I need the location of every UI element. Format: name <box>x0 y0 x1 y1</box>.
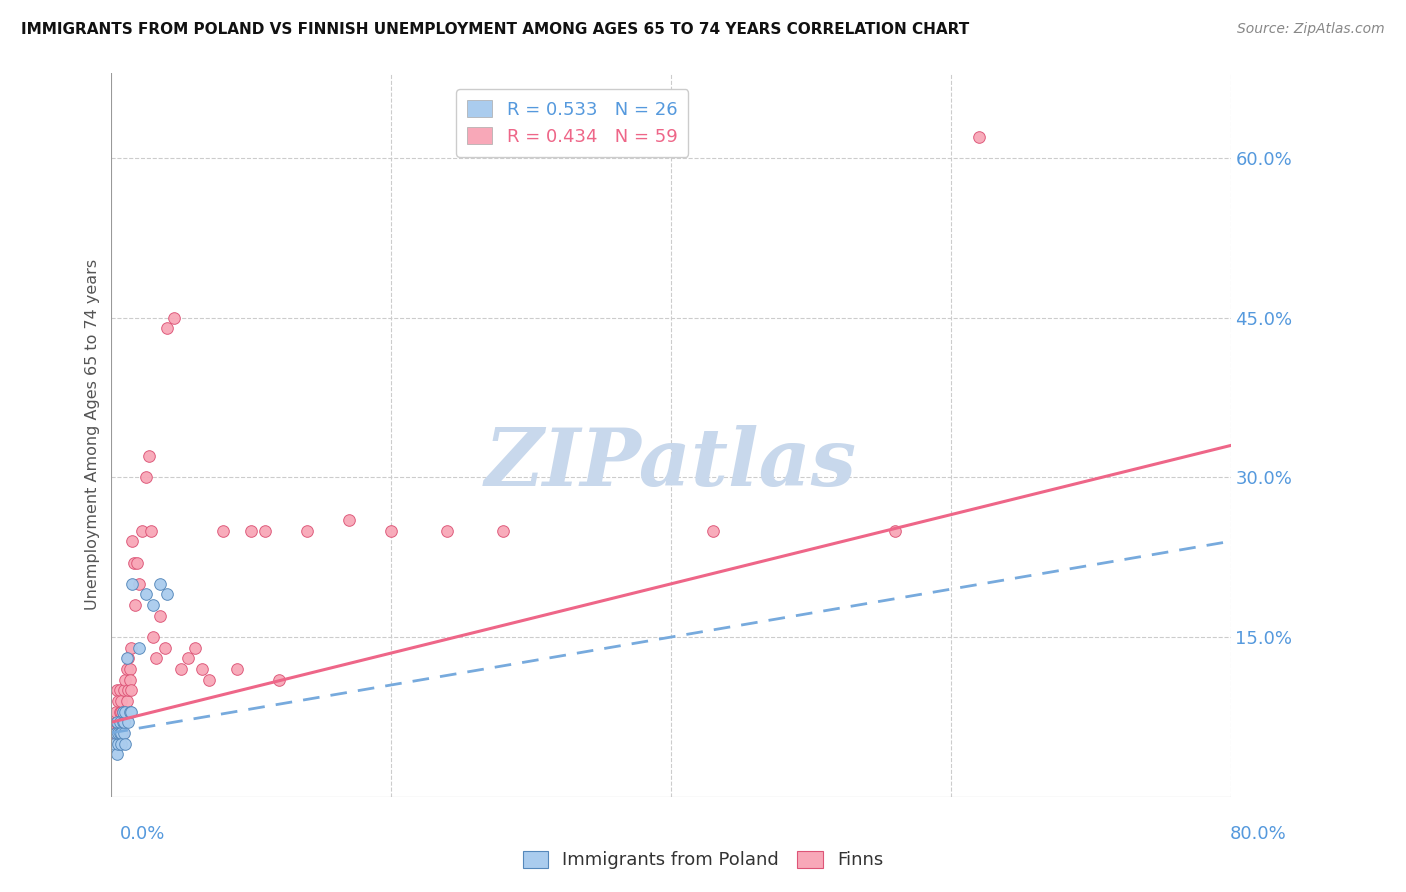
Point <box>118 662 141 676</box>
Point <box>198 673 221 687</box>
Point <box>117 651 139 665</box>
Point <box>105 726 128 740</box>
Point <box>110 694 132 708</box>
Point <box>142 598 165 612</box>
Point <box>135 470 157 484</box>
Point <box>131 524 153 538</box>
Point <box>104 705 127 719</box>
Point <box>105 747 128 761</box>
Point <box>163 310 186 325</box>
Point <box>120 705 142 719</box>
Text: ZIPatlas: ZIPatlas <box>485 425 858 502</box>
Point <box>124 598 146 612</box>
Point <box>139 524 162 538</box>
Point <box>111 715 134 730</box>
Point <box>111 705 134 719</box>
Point <box>105 715 128 730</box>
Point <box>112 726 135 740</box>
Point <box>702 524 724 538</box>
Point <box>110 705 132 719</box>
Point <box>107 737 129 751</box>
Text: 0.0%: 0.0% <box>120 825 165 843</box>
Point <box>967 129 990 144</box>
Point <box>111 726 134 740</box>
Point <box>212 524 235 538</box>
Point <box>104 715 127 730</box>
Point <box>120 683 142 698</box>
Point <box>254 524 277 538</box>
Point <box>117 683 139 698</box>
Point <box>110 726 132 740</box>
Legend: Immigrants from Poland, Finns: Immigrants from Poland, Finns <box>513 842 893 879</box>
Point <box>145 651 167 665</box>
Point <box>128 577 150 591</box>
Point <box>883 524 905 538</box>
Point <box>105 683 128 698</box>
Point <box>114 705 136 719</box>
Point <box>380 524 402 538</box>
Point <box>114 705 136 719</box>
Y-axis label: Unemployment Among Ages 65 to 74 years: Unemployment Among Ages 65 to 74 years <box>86 260 100 610</box>
Point <box>153 640 176 655</box>
Point <box>108 705 131 719</box>
Point <box>240 524 263 538</box>
Point <box>108 715 131 730</box>
Text: Source: ZipAtlas.com: Source: ZipAtlas.com <box>1237 22 1385 37</box>
Point <box>110 715 132 730</box>
Point <box>156 587 179 601</box>
Point <box>115 651 138 665</box>
Point <box>138 449 160 463</box>
Point <box>135 587 157 601</box>
Legend: R = 0.533   N = 26, R = 0.434   N = 59: R = 0.533 N = 26, R = 0.434 N = 59 <box>456 89 689 157</box>
Point <box>108 683 131 698</box>
Point <box>170 662 193 676</box>
Point <box>184 640 207 655</box>
Point <box>122 556 145 570</box>
Point <box>115 694 138 708</box>
Point <box>128 640 150 655</box>
Point <box>297 524 319 538</box>
Point <box>492 524 515 538</box>
Text: 80.0%: 80.0% <box>1230 825 1286 843</box>
Point <box>108 726 131 740</box>
Point <box>149 577 172 591</box>
Point <box>156 321 179 335</box>
Point <box>104 726 127 740</box>
Point <box>337 513 360 527</box>
Point <box>177 651 200 665</box>
Point <box>125 556 148 570</box>
Point <box>112 683 135 698</box>
Point <box>436 524 458 538</box>
Point <box>112 715 135 730</box>
Point <box>118 705 141 719</box>
Text: IMMIGRANTS FROM POLAND VS FINNISH UNEMPLOYMENT AMONG AGES 65 TO 74 YEARS CORRELA: IMMIGRANTS FROM POLAND VS FINNISH UNEMPL… <box>21 22 969 37</box>
Point <box>117 715 139 730</box>
Point <box>226 662 249 676</box>
Point <box>120 640 142 655</box>
Point <box>107 694 129 708</box>
Point <box>110 737 132 751</box>
Point <box>111 705 134 719</box>
Point <box>115 662 138 676</box>
Point <box>107 715 129 730</box>
Point <box>114 673 136 687</box>
Point <box>121 577 143 591</box>
Point <box>118 673 141 687</box>
Point <box>142 630 165 644</box>
Point <box>269 673 291 687</box>
Point <box>103 726 125 740</box>
Point <box>107 726 129 740</box>
Point <box>121 534 143 549</box>
Point <box>112 715 135 730</box>
Point <box>114 737 136 751</box>
Point <box>103 737 125 751</box>
Point <box>149 608 172 623</box>
Point <box>191 662 214 676</box>
